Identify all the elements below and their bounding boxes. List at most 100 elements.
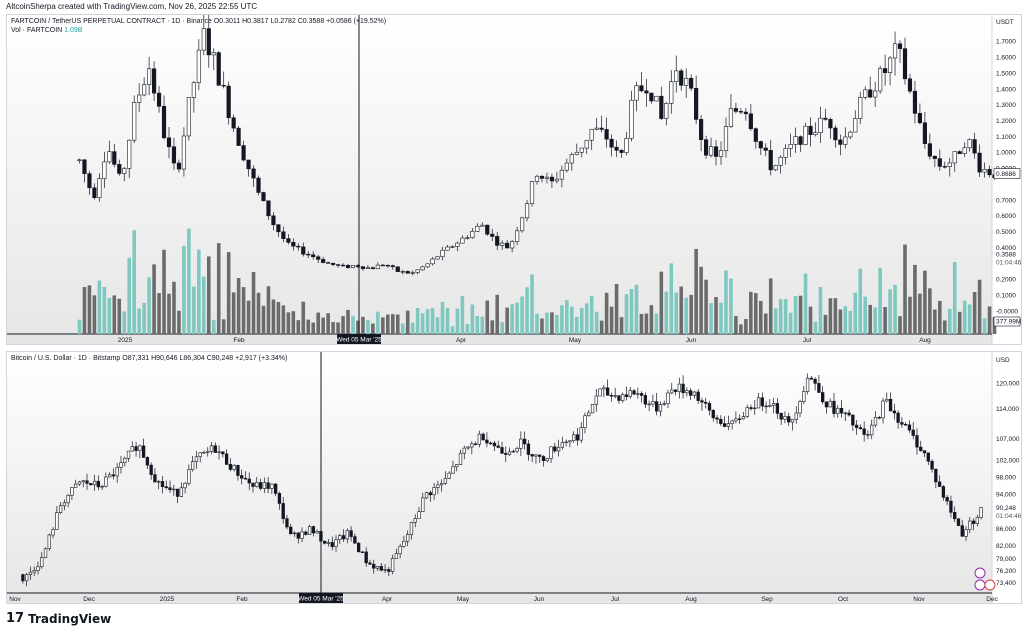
volume-bar [356, 320, 360, 334]
candle-body [365, 267, 371, 269]
volume-bar [734, 316, 738, 334]
candle-body [153, 474, 157, 483]
time-tick-label: Sep [761, 596, 773, 603]
candle-body [168, 487, 172, 491]
candle-body [55, 512, 59, 530]
volume-bar [137, 308, 141, 334]
candle-body [356, 542, 361, 553]
candle-body [703, 139, 709, 156]
candle-body [387, 569, 391, 572]
volume-bar [306, 319, 311, 334]
volume-bar [510, 304, 514, 334]
candle-body [122, 168, 127, 174]
candle-body [43, 548, 48, 558]
candle-body [439, 483, 444, 486]
candle-body [85, 480, 89, 484]
bitcoin-chart-pane[interactable]: 120,000 114,000 107,000 102,000 98,000 94,000… [6, 351, 1022, 604]
price-tick-label: 0.2000 [996, 277, 1016, 284]
volume-bar [788, 312, 793, 334]
candle-body [967, 139, 972, 149]
volume-bar [281, 305, 286, 334]
price-tick-label: 73,400 [996, 580, 1016, 587]
fartcoin-chart-svg[interactable]: 1.7000 1.6000 1.5000 1.4000 1.3000 1.2000 1.10… [7, 15, 1021, 344]
candle-body [700, 400, 704, 403]
candle-body [430, 258, 435, 265]
candle-body [674, 70, 679, 82]
candle-body [132, 102, 137, 141]
candle-body [629, 99, 634, 139]
volume-bar [947, 308, 952, 334]
candle-body [420, 266, 425, 271]
candle-body [281, 503, 285, 519]
candle-body [81, 480, 85, 483]
candle-body [534, 175, 540, 182]
candle-body [733, 108, 739, 112]
candle-body [364, 551, 368, 564]
candle-body [559, 169, 564, 180]
volume-bar [246, 300, 251, 334]
price-tick-label: 79,000 [996, 556, 1016, 563]
candle-body [817, 383, 821, 393]
candle-body [510, 241, 515, 249]
volume-bar [987, 306, 992, 334]
price-tick-label: 102,000 [996, 457, 1020, 464]
candle-body [779, 413, 783, 420]
candle-body [495, 236, 500, 246]
candle-body [51, 529, 55, 536]
candle-body [728, 108, 734, 127]
candle-body [794, 412, 798, 420]
candle-body [564, 441, 568, 443]
candle-body [694, 87, 699, 120]
volume-bar [570, 306, 574, 334]
volume-bar [729, 278, 733, 334]
volume-bar [644, 313, 649, 334]
candle-body [883, 68, 888, 73]
volume-bar [112, 295, 117, 334]
volume-bar [918, 293, 922, 334]
volume-bar [221, 319, 226, 334]
volume-bar [574, 316, 579, 334]
candle-body [151, 68, 157, 94]
candle-body [715, 417, 719, 420]
volume-bar [405, 310, 410, 334]
volume-bar [425, 309, 430, 334]
candle-body [783, 416, 787, 420]
time-tick-label: Dec [986, 596, 998, 603]
bitcoin-chart-svg[interactable]: 120,000 114,000 107,000 102,000 98,000 94,000… [7, 352, 1021, 603]
candle-body [824, 401, 829, 408]
candle-body [696, 391, 700, 401]
candle-body [609, 138, 614, 148]
crosshair-date-bg [337, 334, 381, 344]
candle-body [338, 535, 342, 541]
candle-body [902, 48, 908, 80]
volume-bar [604, 292, 609, 334]
volume-bar [346, 309, 350, 334]
candle-body [833, 127, 838, 141]
candle-body [788, 144, 793, 149]
candle-body [435, 256, 440, 260]
candle-body [107, 151, 112, 163]
candle-body [609, 395, 614, 397]
volume-bar [386, 314, 390, 334]
candle-body [289, 526, 293, 535]
candle-body [138, 445, 142, 451]
candle-body [632, 390, 636, 395]
candle-body [643, 395, 648, 405]
candle-body [368, 562, 372, 565]
volume-bar [177, 310, 181, 334]
volume-bar [903, 244, 907, 334]
volume-bar [704, 279, 708, 334]
candle-body [945, 497, 949, 502]
candle-body [115, 467, 119, 477]
candle-body [89, 483, 93, 486]
fartcoin-chart-pane[interactable]: 1.7000 1.6000 1.5000 1.4000 1.3000 1.2000 1.10… [6, 14, 1022, 345]
candle-body [460, 237, 465, 244]
volume-bar [485, 300, 490, 334]
tradingview-logo[interactable]: 17 TradingView [6, 611, 111, 626]
candle-body [286, 238, 291, 243]
candle-body [866, 434, 870, 436]
volume-bar [415, 308, 420, 334]
volume-bar [952, 262, 957, 334]
candle-body [862, 428, 866, 435]
candle-body [649, 92, 654, 102]
